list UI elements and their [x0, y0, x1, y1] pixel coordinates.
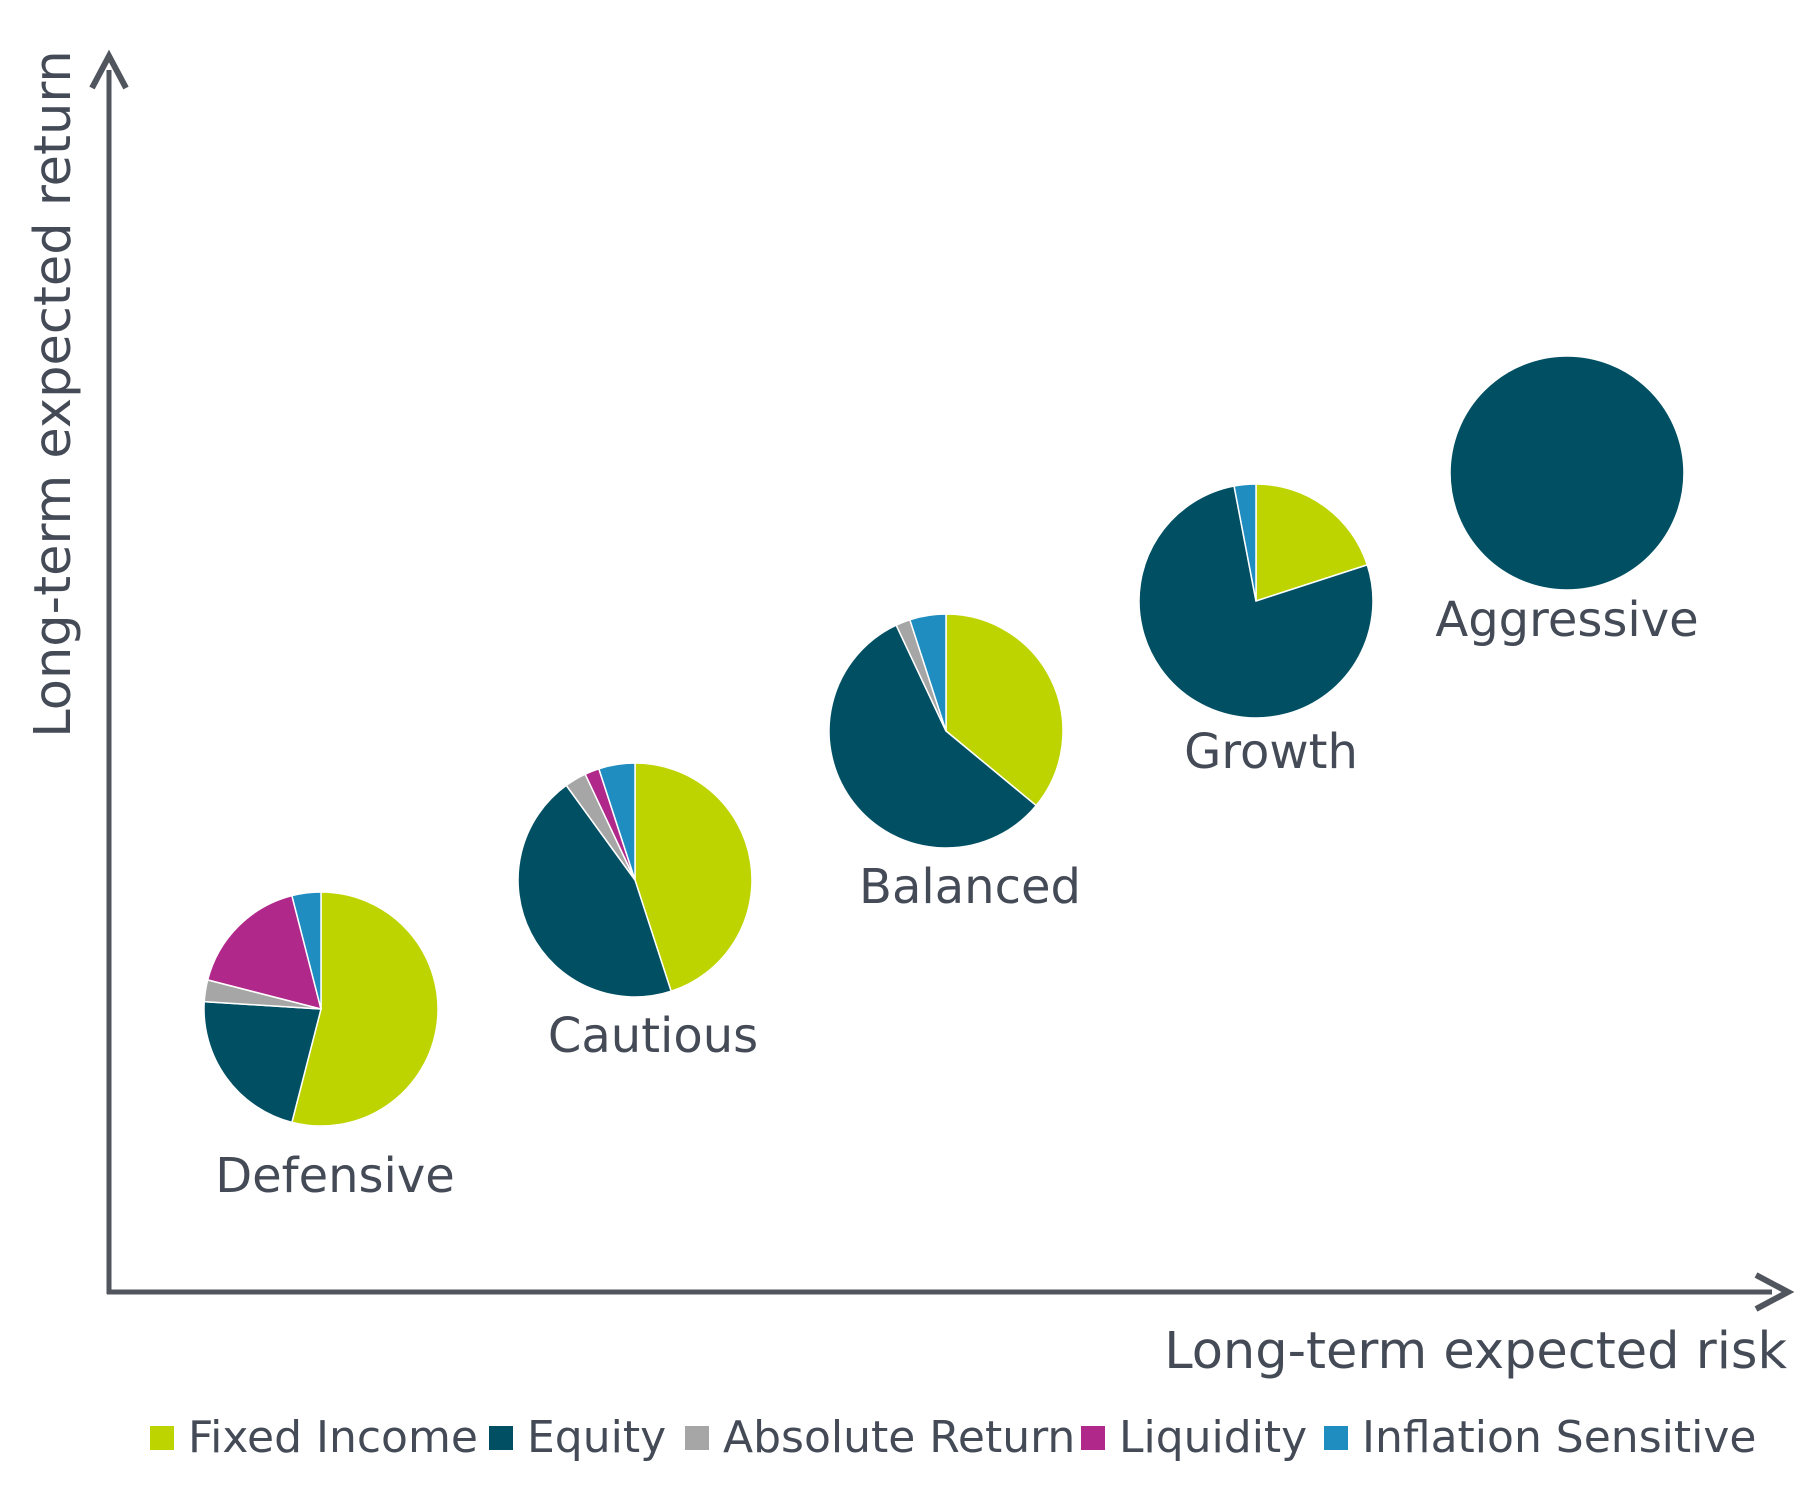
axes [89, 49, 1795, 1312]
x-axis-arrowhead [1754, 1272, 1795, 1312]
pie-slice-defensive-fixed-income [290, 891, 439, 1127]
pie-slice-balanced-fixed-income [945, 613, 1064, 807]
pie-label-balanced: Balanced [859, 859, 1081, 915]
legend-swatch-inflation-sensitive [1324, 1426, 1348, 1450]
pie-balanced: Balanced [828, 613, 1081, 915]
legend-label-liquidity: Liquidity [1119, 1412, 1307, 1463]
pie-slice-balanced-equity [828, 624, 1038, 849]
pie-label-defensive: Defensive [215, 1148, 455, 1204]
legend-item-liquidity: Liquidity [1081, 1412, 1307, 1463]
pie-defensive: Defensive [203, 891, 455, 1204]
pie-slice-cautious-inflation-sensitive [597, 762, 636, 881]
pie-slice-balanced-inflation-sensitive [908, 613, 947, 732]
pie-label-cautious: Cautious [548, 1008, 758, 1064]
pie-slice-growth-equity [1138, 485, 1374, 719]
legend-label-fixed-income: Fixed Income [188, 1412, 478, 1463]
pie-slice-defensive-liquidity [206, 894, 323, 1011]
portfolio-pies: Defensive Cautious Balanced Growth Aggressiv… [203, 355, 1699, 1204]
legend-swatch-liquidity [1081, 1426, 1105, 1450]
x-axis-label: Long-term expected risk [1164, 1322, 1787, 1381]
pie-aggressive: Aggressive [1435, 355, 1699, 648]
pie-growth: Growth [1138, 483, 1374, 780]
y-axis-arrowhead [89, 49, 129, 90]
pie-slice-growth-inflation-sensitive [1233, 483, 1257, 602]
y-axis-label: Long-term expected return [24, 50, 83, 738]
legend-item-inflation-sensitive: Inflation Sensitive [1324, 1412, 1756, 1463]
pie-slice-aggressive-equity [1449, 355, 1685, 591]
pie-label-aggressive: Aggressive [1435, 592, 1698, 648]
legend-label-equity: Equity [527, 1412, 666, 1463]
pie-slice-cautious-fixed-income [634, 762, 753, 993]
pie-label-growth: Growth [1184, 724, 1358, 780]
pie-slice-cautious-equity [517, 784, 673, 998]
legend-swatch-absolute-return [685, 1426, 709, 1450]
legend-swatch-equity [489, 1426, 513, 1450]
legend-item-fixed-income: Fixed Income [150, 1412, 478, 1463]
pie-slice-growth-fixed-income [1255, 483, 1369, 603]
pie-cautious: Cautious [517, 762, 758, 1064]
pie-slice-defensive-equity [203, 1000, 322, 1124]
legend-label-inflation-sensitive: Inflation Sensitive [1362, 1412, 1756, 1463]
legend-item-absolute-return: Absolute Return [685, 1412, 1075, 1463]
pie-slice-defensive-inflation-sensitive [290, 891, 322, 1010]
legend-label-absolute-return: Absolute Return [723, 1412, 1075, 1463]
legend-item-equity: Equity [489, 1412, 666, 1463]
legend: Fixed Income Equity Absolute Return Liqu… [150, 1412, 1756, 1463]
legend-swatch-fixed-income [150, 1426, 174, 1450]
